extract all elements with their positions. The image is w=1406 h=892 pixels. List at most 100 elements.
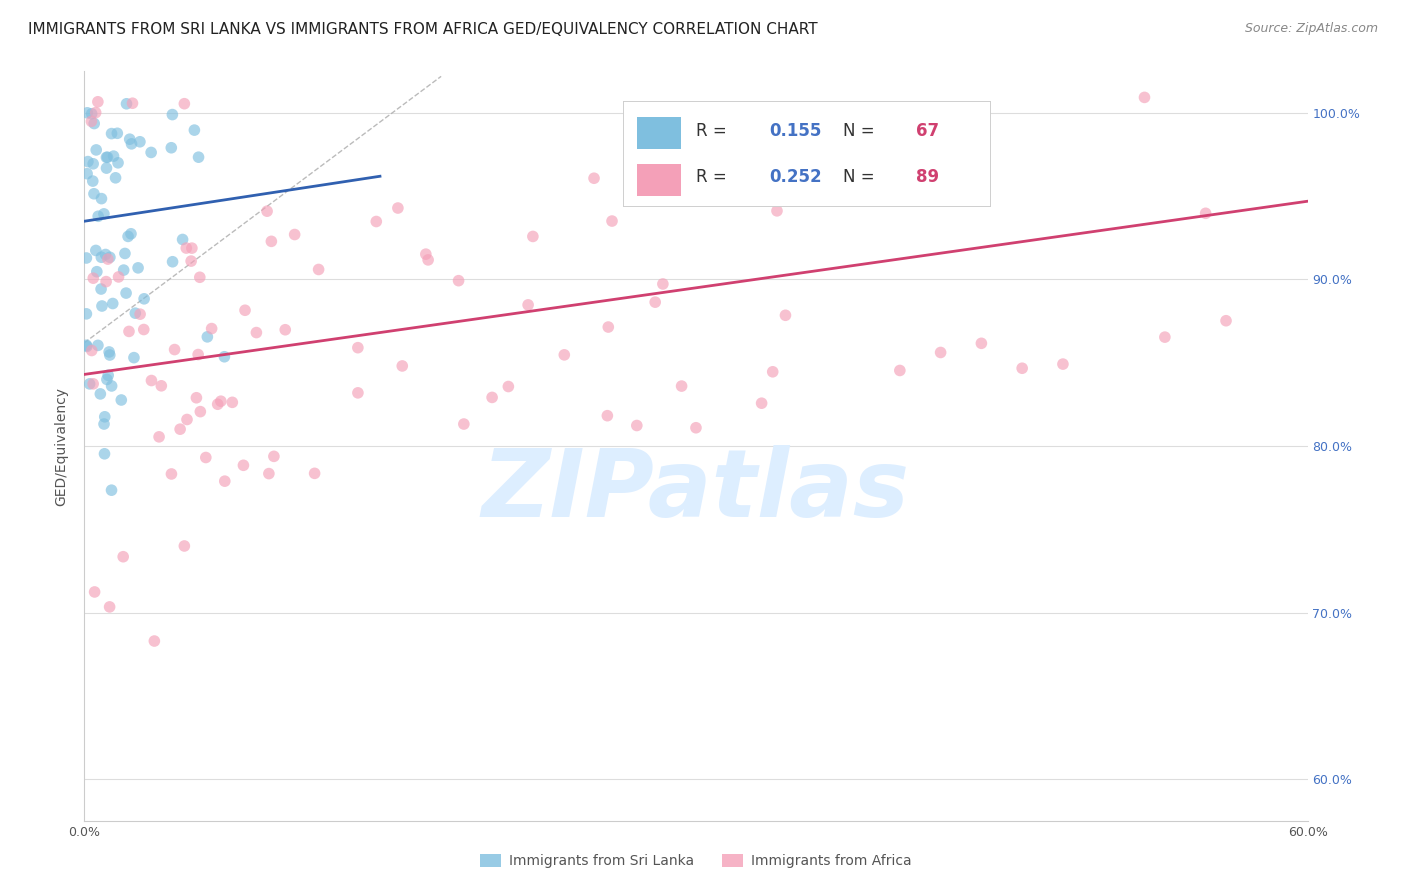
Point: [453, 417, 475, 431]
Text: IMMIGRANTS FROM SRI LANKA VS IMMIGRANTS FROM AFRICA GED/EQUIVALENCY CORRELATION : IMMIGRANTS FROM SRI LANKA VS IMMIGRANTS …: [28, 22, 818, 37]
Point: [98, 348, 121, 362]
Point: [188, 270, 211, 285]
Point: [97, 252, 120, 266]
Point: [766, 203, 789, 218]
Point: [274, 323, 297, 337]
Point: [257, 467, 280, 481]
Point: [76, 105, 98, 120]
Point: [89, 387, 111, 401]
Point: [98, 250, 121, 264]
Point: [517, 298, 540, 312]
Point: [232, 458, 254, 473]
Point: [221, 395, 243, 409]
Point: [651, 277, 673, 291]
Point: [583, 171, 606, 186]
Point: [347, 341, 370, 355]
Point: [82, 157, 104, 171]
Point: [143, 634, 166, 648]
Point: [209, 394, 232, 409]
Point: [132, 322, 155, 336]
Point: [77, 154, 100, 169]
Point: [889, 363, 911, 377]
Point: [105, 126, 128, 140]
Point: [117, 229, 139, 244]
Point: [598, 320, 620, 334]
Point: [207, 397, 229, 411]
Point: [96, 150, 118, 164]
Point: [115, 96, 138, 111]
Point: [762, 365, 785, 379]
Point: [87, 209, 110, 223]
Point: [195, 330, 218, 344]
Point: [160, 141, 183, 155]
Point: [118, 325, 141, 339]
Point: [90, 282, 112, 296]
Point: [112, 263, 135, 277]
Point: [132, 292, 155, 306]
Point: [187, 150, 209, 164]
Point: [176, 412, 198, 426]
Point: [76, 167, 98, 181]
Point: [93, 447, 115, 461]
Point: [1154, 330, 1177, 344]
Point: [1215, 314, 1237, 328]
Point: [186, 391, 208, 405]
Point: [87, 338, 110, 352]
Point: [163, 343, 186, 357]
Legend: Immigrants from Sri Lanka, Immigrants from Africa: Immigrants from Sri Lanka, Immigrants fr…: [474, 848, 918, 873]
Point: [666, 170, 689, 185]
Point: [160, 467, 183, 481]
Point: [148, 430, 170, 444]
Point: [201, 321, 224, 335]
Point: [87, 95, 110, 109]
Point: [256, 204, 278, 219]
Point: [188, 404, 211, 418]
Point: [685, 421, 707, 435]
Point: [1052, 357, 1074, 371]
Point: [173, 539, 195, 553]
Point: [174, 241, 197, 255]
Point: [122, 351, 145, 365]
Point: [366, 214, 388, 228]
Point: [600, 214, 623, 228]
Point: [96, 161, 118, 175]
Point: [86, 265, 108, 279]
Point: [1011, 361, 1033, 376]
Point: [80, 343, 103, 358]
Point: [100, 483, 122, 498]
Point: [94, 409, 117, 424]
Point: [100, 127, 122, 141]
Point: [82, 271, 104, 285]
Point: [98, 599, 121, 614]
Point: [121, 96, 143, 111]
Point: [596, 409, 619, 423]
Point: [1195, 206, 1218, 220]
Point: [970, 336, 993, 351]
Point: [100, 379, 122, 393]
Point: [387, 201, 409, 215]
Point: [391, 359, 413, 373]
Point: [522, 229, 544, 244]
Point: [107, 156, 129, 170]
Point: [447, 274, 470, 288]
Point: [751, 396, 773, 410]
Point: [194, 450, 217, 465]
Point: [415, 247, 437, 261]
Point: [150, 379, 173, 393]
Point: [114, 246, 136, 260]
Point: [180, 241, 202, 255]
Point: [127, 260, 149, 275]
Point: [104, 170, 127, 185]
Point: [84, 105, 107, 120]
Point: [84, 244, 107, 258]
Point: [173, 96, 195, 111]
Point: [80, 107, 103, 121]
Point: [103, 149, 125, 163]
Point: [671, 379, 693, 393]
Text: Source: ZipAtlas.com: Source: ZipAtlas.com: [1244, 22, 1378, 36]
Point: [284, 227, 307, 242]
Point: [98, 345, 121, 359]
Point: [121, 136, 143, 151]
Point: [183, 123, 205, 137]
Point: [83, 117, 105, 131]
